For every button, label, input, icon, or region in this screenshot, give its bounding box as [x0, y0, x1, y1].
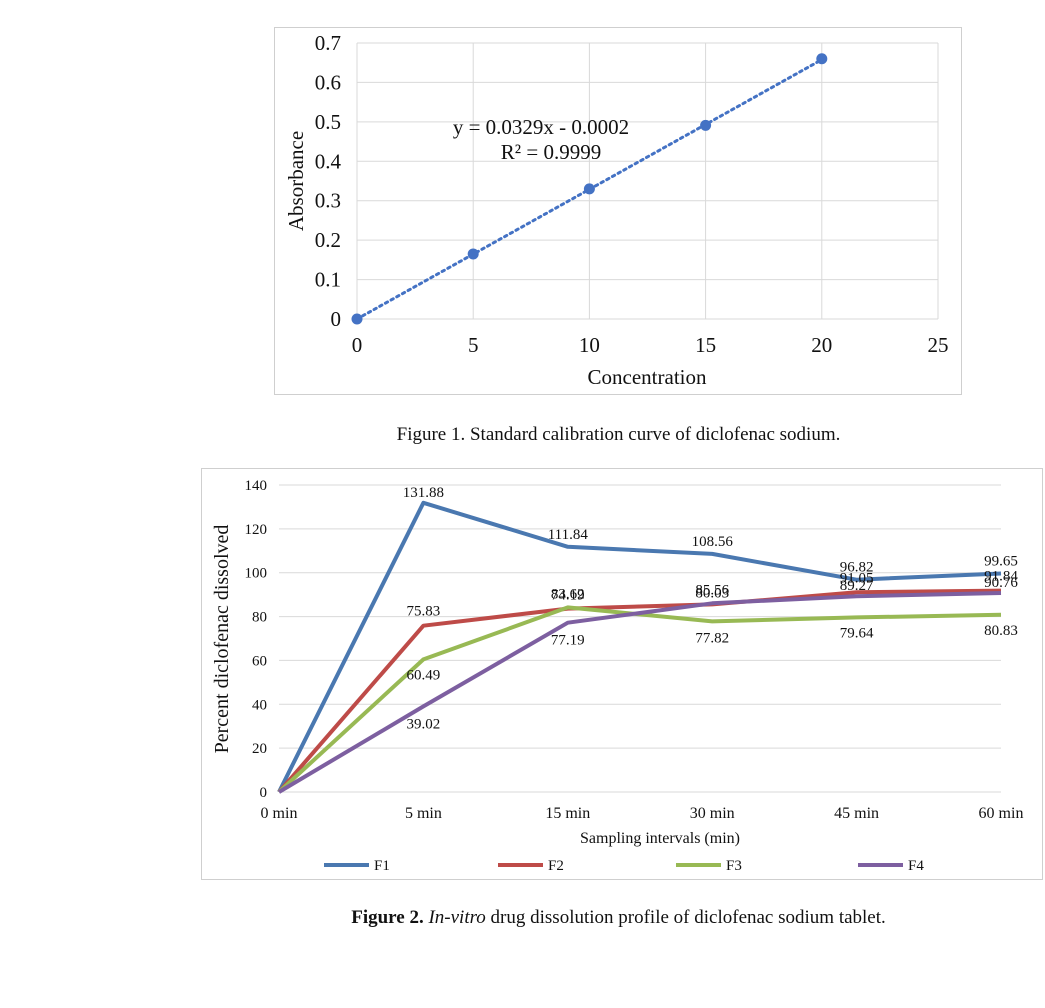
y-tick-label: 0.4: [315, 149, 342, 173]
data-label: 90.76: [984, 575, 1018, 591]
data-point: [583, 183, 595, 195]
y-tick-label: 0.2: [315, 228, 341, 252]
data-label: 80.03: [695, 585, 729, 601]
x-tick-label: 5: [468, 333, 479, 357]
y-tick-label: 40: [252, 697, 267, 713]
y-tick-label: 0.7: [315, 31, 341, 55]
series-line-f4: [277, 591, 1002, 794]
data-label: 79.64: [840, 625, 874, 641]
data-label: 99.65: [984, 553, 1018, 569]
series-line-f3: [277, 605, 1002, 794]
x-tick-label: 5 min: [405, 805, 442, 822]
data-label: 85.56: [695, 582, 729, 598]
x-tick-label: 15 min: [545, 805, 590, 822]
figure1-caption-text: Figure 1. Standard calibration curve of …: [396, 424, 841, 445]
x-axis-title: Sampling intervals (min): [580, 830, 740, 847]
data-point: [816, 53, 828, 65]
trendline-equation: y = 0.0329x - 0.0002: [453, 115, 629, 139]
x-tick-label: 20: [811, 333, 832, 357]
y-tick-label: 140: [245, 478, 268, 494]
data-label: 60.49: [407, 667, 441, 683]
figure2-caption: Figure 2. In-vitro drug dissolution prof…: [96, 907, 1045, 929]
y-tick-label: 0.5: [315, 110, 341, 134]
dissolution-chart-svg: 0 20 40 60 80 100 120 140 0 min 5 min 15 min 30 min…: [211, 478, 1024, 874]
data-label: 80.83: [984, 623, 1018, 639]
dissolution-chart: 0 20 40 60 80 100 120 140 0 min 5 min 15 min 30 min…: [201, 468, 1043, 880]
data-label: 74.19: [551, 587, 585, 603]
series-line-f2: [277, 588, 1002, 794]
x-tick-label: 10: [579, 333, 600, 357]
data-label: 77.19: [551, 633, 585, 649]
y-tick-label: 120: [245, 522, 268, 538]
x-tick-label: 25: [928, 333, 949, 357]
y-tick-label: 80: [252, 610, 267, 626]
legend-label-f2: F2: [548, 858, 564, 874]
x-tick-label: 30 min: [690, 805, 735, 822]
y-tick-label: 0.3: [315, 189, 341, 213]
data-label: 83.62: [551, 587, 585, 603]
y-axis-title: Absorbance: [284, 131, 308, 231]
y-tick-label: 20: [252, 741, 267, 757]
x-tick-label: 0 min: [261, 805, 298, 822]
y-axis-title: Percent diclofenac dissolved: [211, 525, 233, 754]
x-tick-label: 15: [695, 333, 716, 357]
y-tick-label: 100: [245, 566, 268, 582]
legend-label-f4: F4: [908, 858, 924, 874]
data-label: 96.82: [840, 560, 874, 576]
series-line-f1: [277, 500, 1002, 793]
y-tick-label: 0: [260, 785, 268, 801]
data-label: 39.02: [407, 716, 441, 732]
y-tick-label: 0.6: [315, 70, 341, 94]
legend-label-f1: F1: [374, 858, 390, 874]
data-label: 75.83: [407, 604, 441, 620]
figure1-caption: Figure 1. Standard calibration curve of …: [96, 424, 1045, 446]
data-label: 131.88: [403, 485, 444, 501]
x-tick-label: 45 min: [834, 805, 879, 822]
data-label: 111.84: [548, 527, 589, 543]
data-point: [467, 248, 479, 260]
x-tick-label: 0: [352, 333, 363, 357]
calibration-chart-svg: 0 0.1 0.2 0.3 0.4 0.5 0.6 0.7 0 5 10 15 20 25 y = 0.03…: [284, 31, 949, 389]
data-point: [700, 119, 712, 131]
x-tick-label: 60 min: [979, 805, 1024, 822]
data-point: [351, 313, 363, 325]
r-squared-label: R² = 0.9999: [501, 140, 601, 164]
y-tick-label: 0: [331, 307, 342, 331]
data-label: 91.05: [840, 570, 874, 586]
data-label: 91.84: [984, 569, 1018, 585]
legend-label-f3: F3: [726, 858, 742, 874]
calibration-chart: 0 0.1 0.2 0.3 0.4 0.5 0.6 0.7 0 5 10 15 20 25 y = 0.03…: [274, 27, 962, 395]
y-tick-label: 60: [252, 653, 267, 669]
figure2-caption-italic: In-vitro: [428, 907, 486, 928]
figure2-caption-rest: drug dissolution profile of diclofenac s…: [485, 907, 886, 928]
data-label: 89.27: [840, 578, 874, 594]
figure2-caption-label: Figure 2.: [351, 907, 424, 928]
data-label: 108.56: [692, 534, 734, 550]
data-label: 77.82: [695, 630, 729, 646]
y-tick-label: 0.1: [315, 268, 341, 292]
x-axis-title: Concentration: [588, 365, 707, 389]
